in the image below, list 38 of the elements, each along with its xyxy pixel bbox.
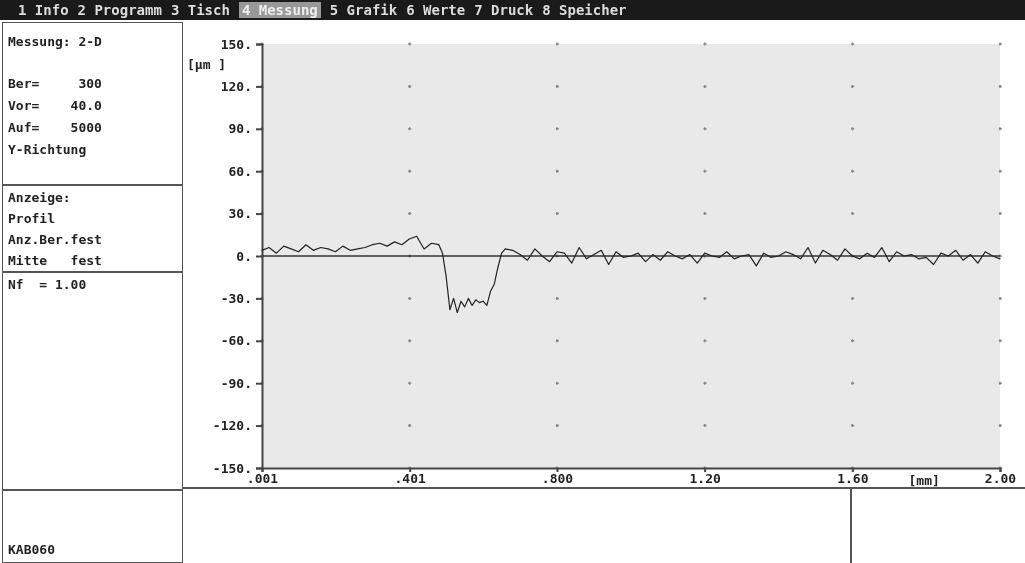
y-tick-label: 0. xyxy=(236,248,252,264)
text: Anzeige: xyxy=(8,189,72,207)
text: 6 Werte xyxy=(406,2,466,18)
text: Anz.Ber.fest xyxy=(8,231,103,249)
text: 1 Info xyxy=(18,2,69,18)
x-tick-label: .800 xyxy=(541,470,574,486)
y-tick-label: -60. xyxy=(220,333,252,349)
y-tick-label: 150. xyxy=(220,36,252,52)
y-tick-label: -30. xyxy=(220,291,252,307)
x-tick-label: 1.60 xyxy=(837,470,869,486)
text: Mitte fest xyxy=(8,252,103,270)
text: Vor= 40.0 xyxy=(8,97,103,115)
text: 4 Messung xyxy=(238,2,321,18)
y-tick-label: 30. xyxy=(228,206,252,222)
text: Y-Richtung xyxy=(8,141,88,159)
text: Ber= 300 xyxy=(8,75,103,93)
y-tick-label: -90. xyxy=(220,375,252,391)
text: KAB060 xyxy=(8,541,56,559)
y-tick-label: 60. xyxy=(228,163,252,179)
x-tick-label: 2.00 xyxy=(984,470,1017,486)
y-tick-label: -150. xyxy=(212,460,252,476)
x-axis-title: [mm] xyxy=(908,473,940,488)
y-tick-label: 120. xyxy=(220,79,252,95)
text: Auf= 5000 xyxy=(8,119,103,137)
y-tick-label: 90. xyxy=(228,121,252,137)
text: 3 Tisch xyxy=(170,2,230,18)
text: Profil xyxy=(8,210,56,228)
y-axis-title: [µm ] xyxy=(187,57,227,73)
text: Nf = 1.00 xyxy=(8,276,88,294)
x-tick-label: 1.20 xyxy=(689,470,721,486)
x-tick-label: .401 xyxy=(394,470,426,486)
text: 7 Druck xyxy=(474,2,534,18)
line-series xyxy=(261,235,1001,314)
text: 8 Speicher xyxy=(542,2,627,18)
text: Messung: 2-D xyxy=(8,33,103,51)
text: 5 Grafik xyxy=(329,2,398,18)
y-tick-label: -120. xyxy=(212,418,252,434)
text: 2 Programm xyxy=(77,2,162,18)
